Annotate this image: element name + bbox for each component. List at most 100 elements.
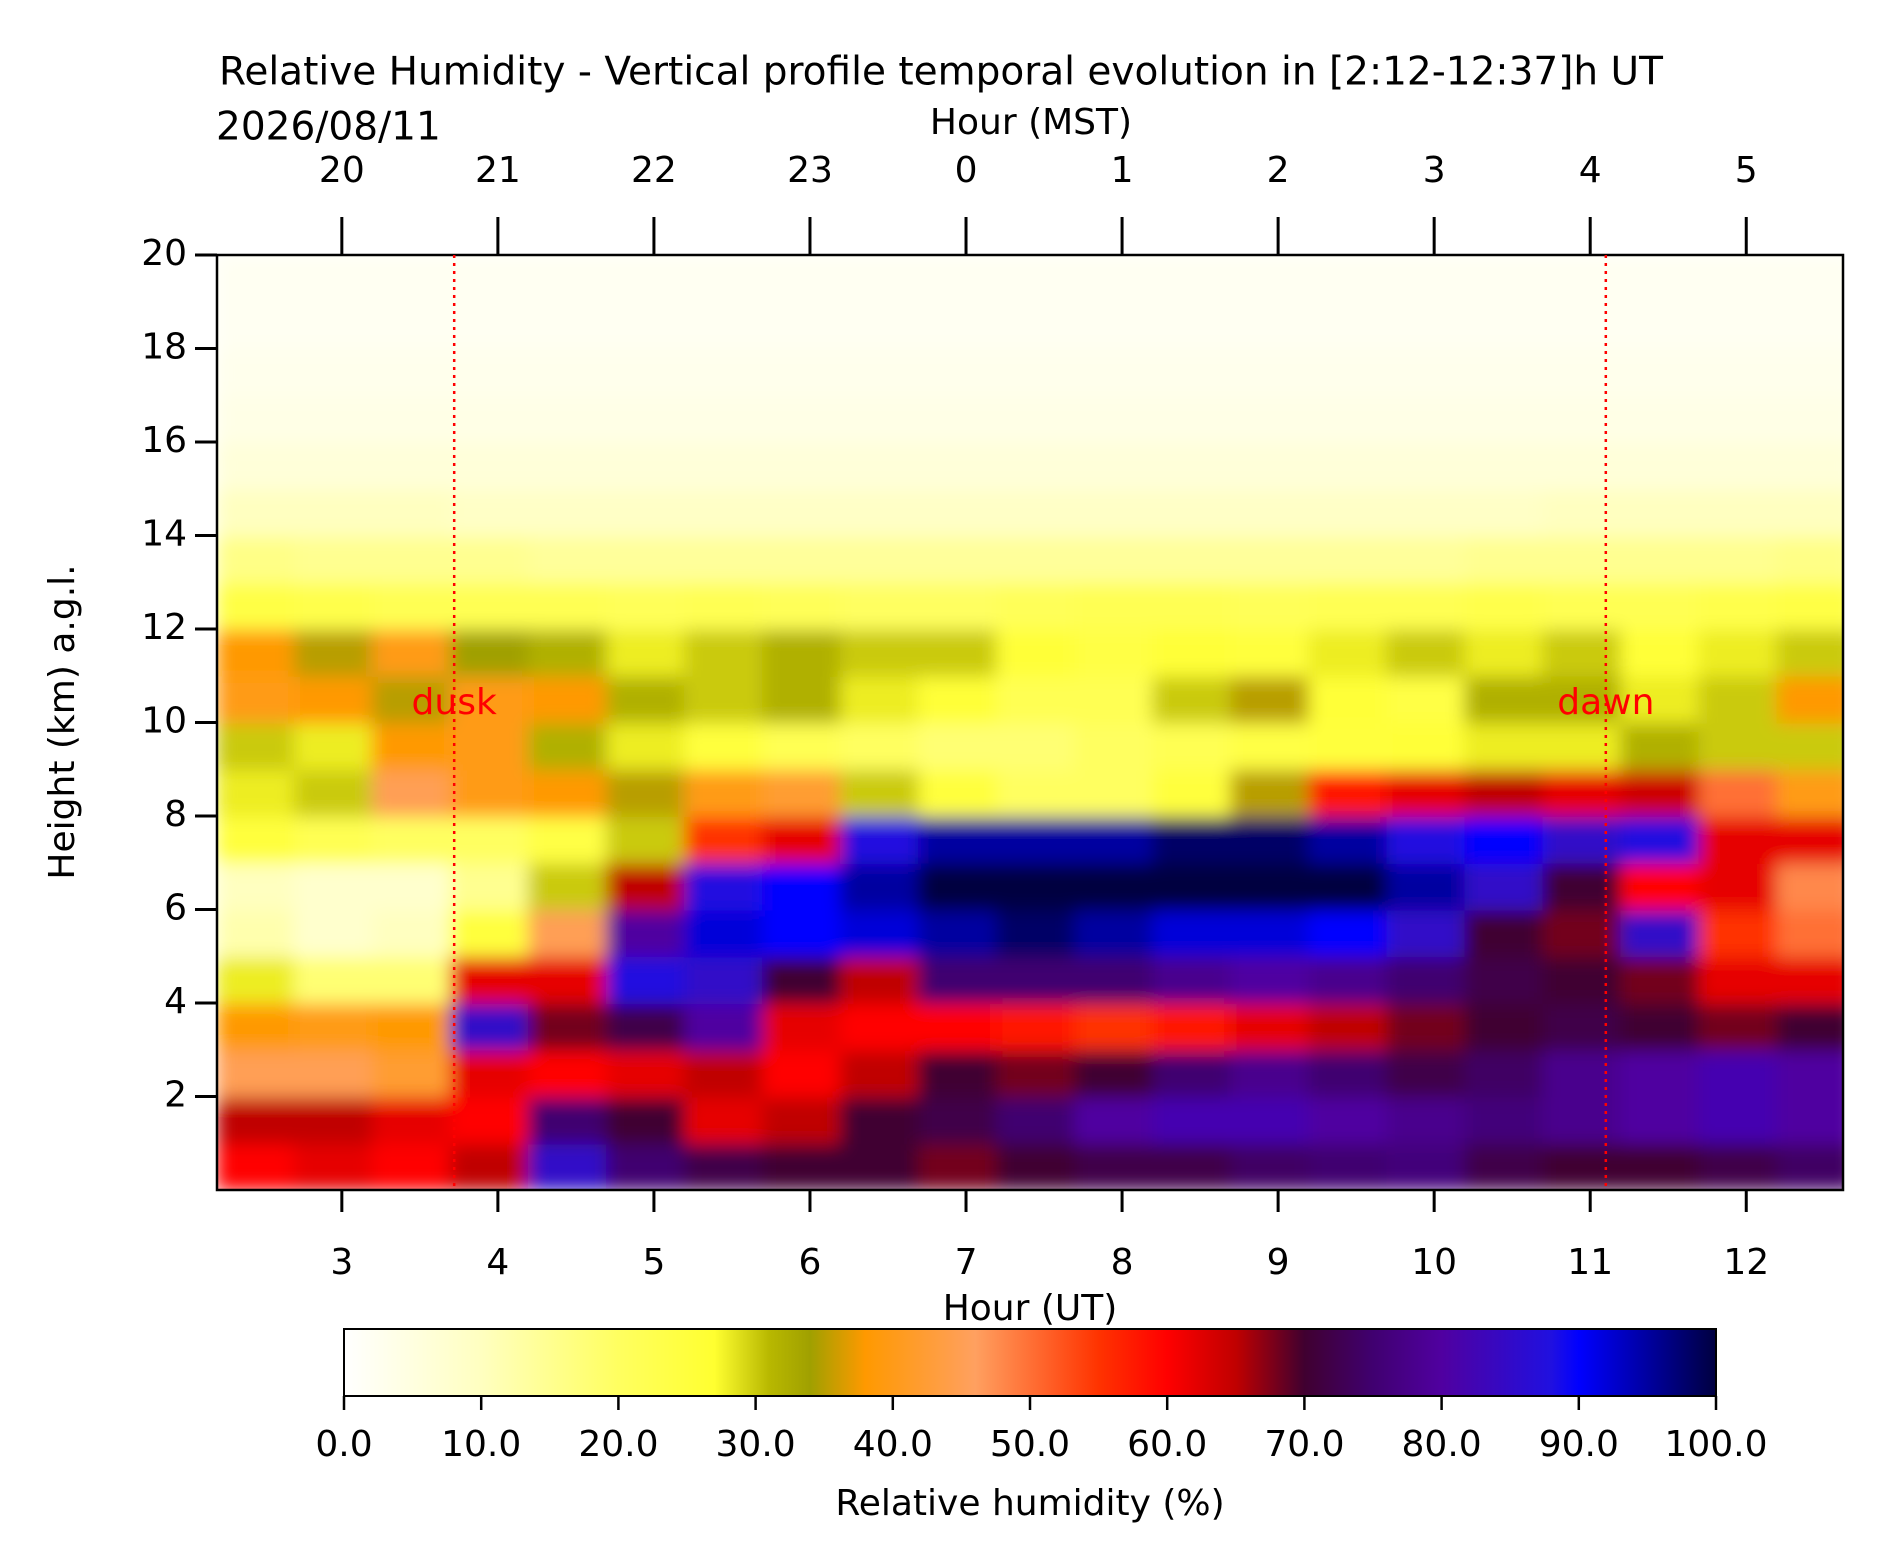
heat-cell (606, 721, 687, 771)
heat-cell (840, 534, 921, 584)
heat-cell (1386, 300, 1467, 350)
heat-cell (996, 255, 1077, 303)
heat-cell (450, 255, 531, 303)
heat-cell (762, 1002, 843, 1051)
heat-cell (1698, 441, 1779, 490)
heat-cell (918, 394, 999, 443)
heat-cell (918, 815, 999, 864)
heat-cell (217, 441, 297, 490)
heat-cell (217, 674, 297, 724)
heat-cell (1542, 628, 1623, 677)
heat-cell (1230, 955, 1311, 1004)
heat-cell (294, 908, 375, 958)
heat-cell (684, 300, 765, 350)
x2-tick-label: 23 (787, 150, 833, 191)
heat-cell (1542, 721, 1623, 771)
heat-cell (1620, 815, 1701, 864)
heat-cell (1230, 1142, 1311, 1190)
heat-cell (840, 394, 921, 443)
heat-cell (1074, 908, 1155, 958)
heat-cell (528, 628, 609, 677)
heat-cell (372, 487, 453, 537)
heat-cell (918, 1095, 999, 1145)
heat-cell (1776, 300, 1843, 350)
heat-cell (1308, 1142, 1389, 1190)
heat-cell (372, 581, 453, 630)
heat-cell (1386, 768, 1467, 817)
x-axis-title: Hour (UT) (943, 1288, 1118, 1329)
heat-cell (1308, 628, 1389, 677)
heat-cell (1230, 815, 1311, 864)
heat-cell (372, 1095, 453, 1145)
heat-cell (294, 721, 375, 771)
heat-cell (294, 534, 375, 584)
heat-cell (1230, 768, 1311, 817)
x2-tick-label: 20 (319, 150, 365, 191)
heat-cell (372, 534, 453, 584)
heat-cell (1230, 534, 1311, 584)
heat-cell (217, 581, 297, 630)
heat-cell (1074, 628, 1155, 677)
heat-cell (294, 1095, 375, 1145)
heat-cell (606, 628, 687, 677)
heat-cell (1776, 721, 1843, 771)
heat-cell (1542, 581, 1623, 630)
heat-cell (450, 1002, 531, 1051)
heat-cell (1776, 908, 1843, 958)
heat-cell (1620, 300, 1701, 350)
heat-cell (1230, 908, 1311, 958)
heat-cell (372, 908, 453, 958)
heat-cell (996, 441, 1077, 490)
heat-cell (684, 394, 765, 443)
heat-cell (1698, 255, 1779, 303)
heat-cell (1620, 674, 1701, 724)
heat-cell (1776, 487, 1843, 537)
heat-cell (1620, 255, 1701, 303)
heat-cell (1074, 255, 1155, 303)
heat-cell (606, 1048, 687, 1098)
annotation-label: dawn (1557, 682, 1654, 723)
heat-cell (1464, 487, 1545, 537)
heat-cell (918, 628, 999, 677)
heat-cell (684, 441, 765, 490)
heat-cell (450, 861, 531, 911)
heat-cell (528, 441, 609, 490)
heat-cell (1152, 347, 1233, 397)
x-tick-label: 10 (1411, 1242, 1457, 1283)
heat-cell (528, 674, 609, 724)
heat-cell (217, 768, 297, 817)
heat-cell (528, 815, 609, 864)
heat-cell (1308, 534, 1389, 584)
heat-cell (918, 955, 999, 1004)
heat-cell (918, 441, 999, 490)
heat-cell (1308, 674, 1389, 724)
heat-cell (840, 1048, 921, 1098)
x-tick-label: 5 (642, 1242, 665, 1283)
heat-cell (684, 628, 765, 677)
heat-cell (1620, 955, 1701, 1004)
heat-cell (1698, 815, 1779, 864)
heat-cell (1386, 1142, 1467, 1190)
heat-cell (1074, 861, 1155, 911)
heat-cell (1308, 581, 1389, 630)
heat-cell (684, 487, 765, 537)
heat-cell (528, 487, 609, 537)
heat-cell (294, 1002, 375, 1051)
heat-cell (1698, 955, 1779, 1004)
heat-cell (1152, 1142, 1233, 1190)
heat-cell (1776, 861, 1843, 911)
heat-cell (684, 1048, 765, 1098)
heat-cell (294, 674, 375, 724)
heat-cell (1386, 534, 1467, 584)
heat-cell (372, 394, 453, 443)
heat-cell (1620, 1002, 1701, 1051)
heat-cell (840, 441, 921, 490)
heat-cell (217, 347, 297, 397)
heat-cell (840, 628, 921, 677)
heat-cell (606, 347, 687, 397)
heat-cell (1152, 908, 1233, 958)
heat-cell (684, 1095, 765, 1145)
heat-cell (528, 768, 609, 817)
heat-cell (840, 255, 921, 303)
y-tick-label: 6 (164, 888, 187, 929)
